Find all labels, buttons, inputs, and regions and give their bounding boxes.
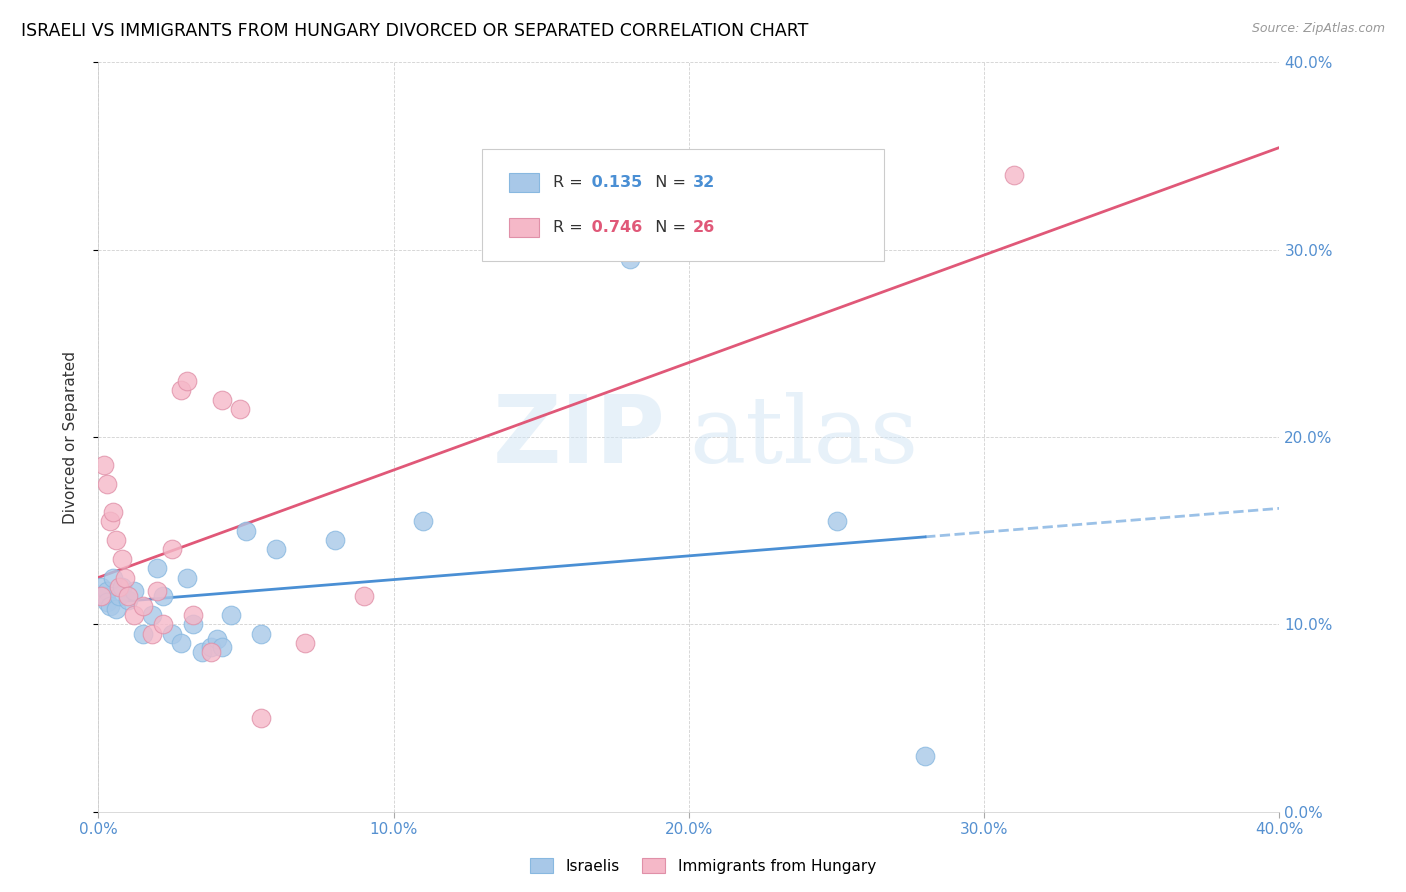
- Text: N =: N =: [645, 175, 692, 190]
- Text: 32: 32: [693, 175, 714, 190]
- Point: [353, 590, 375, 604]
- Point: [132, 626, 155, 640]
- Point: [117, 593, 139, 607]
- Point: [152, 617, 174, 632]
- FancyBboxPatch shape: [509, 173, 538, 192]
- Point: [250, 626, 273, 640]
- Point: [170, 636, 193, 650]
- Text: atlas: atlas: [689, 392, 918, 482]
- Point: [211, 392, 233, 407]
- Point: [264, 542, 287, 557]
- Point: [141, 626, 163, 640]
- Point: [170, 384, 193, 398]
- Point: [90, 590, 112, 604]
- Point: [108, 580, 131, 594]
- Point: [250, 711, 273, 725]
- Text: R =: R =: [553, 219, 588, 235]
- Point: [105, 602, 128, 616]
- Point: [176, 571, 198, 585]
- Point: [294, 636, 316, 650]
- Point: [162, 626, 183, 640]
- Point: [323, 533, 346, 547]
- Point: [146, 583, 169, 598]
- Text: R =: R =: [553, 175, 588, 190]
- Point: [211, 640, 233, 654]
- Point: [191, 646, 214, 660]
- Point: [96, 476, 118, 491]
- Point: [103, 571, 125, 585]
- Point: [162, 542, 183, 557]
- Point: [111, 551, 134, 566]
- Point: [98, 514, 121, 528]
- Text: N =: N =: [645, 219, 692, 235]
- Point: [200, 646, 222, 660]
- Point: [122, 583, 145, 598]
- Point: [141, 608, 163, 623]
- Point: [96, 595, 118, 609]
- FancyBboxPatch shape: [482, 149, 884, 261]
- Point: [152, 590, 174, 604]
- FancyBboxPatch shape: [509, 218, 538, 236]
- Point: [114, 571, 136, 585]
- Point: [235, 524, 257, 538]
- Legend: Israelis, Immigrants from Hungary: Israelis, Immigrants from Hungary: [524, 852, 882, 880]
- Point: [205, 632, 228, 647]
- Point: [108, 590, 131, 604]
- Point: [93, 458, 115, 473]
- Point: [181, 608, 204, 623]
- Point: [96, 583, 118, 598]
- Point: [103, 505, 125, 519]
- Point: [98, 599, 121, 613]
- Y-axis label: Divorced or Separated: Divorced or Separated: [63, 351, 77, 524]
- Point: [825, 514, 848, 528]
- Point: [914, 748, 936, 763]
- Text: Source: ZipAtlas.com: Source: ZipAtlas.com: [1251, 22, 1385, 36]
- Point: [111, 580, 134, 594]
- Text: 26: 26: [693, 219, 714, 235]
- Point: [200, 640, 222, 654]
- Point: [412, 514, 434, 528]
- Point: [122, 608, 145, 623]
- Point: [221, 608, 243, 623]
- Text: 0.746: 0.746: [586, 219, 643, 235]
- Text: 0.135: 0.135: [586, 175, 643, 190]
- Text: ZIP: ZIP: [492, 391, 665, 483]
- Point: [146, 561, 169, 575]
- Point: [181, 617, 204, 632]
- Point: [132, 599, 155, 613]
- Point: [117, 590, 139, 604]
- Point: [619, 252, 641, 266]
- Text: ISRAELI VS IMMIGRANTS FROM HUNGARY DIVORCED OR SEPARATED CORRELATION CHART: ISRAELI VS IMMIGRANTS FROM HUNGARY DIVOR…: [21, 22, 808, 40]
- Point: [1002, 168, 1025, 182]
- Point: [90, 580, 112, 594]
- Point: [229, 401, 252, 416]
- Point: [176, 374, 198, 388]
- Point: [93, 590, 115, 604]
- Point: [105, 533, 128, 547]
